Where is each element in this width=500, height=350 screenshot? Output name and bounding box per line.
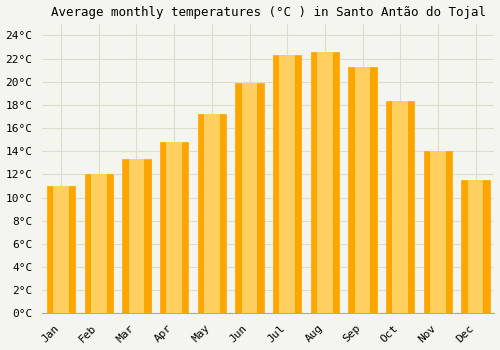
Bar (160, 142, 188, 313)
Bar (198, 114, 226, 313)
Bar (386, 102, 414, 313)
Bar (242, 83, 258, 313)
Bar (91, 174, 106, 313)
Title: Average monthly temperatures (°C ) in Santo Antão do Tojal: Average monthly temperatures (°C ) in Sa… (51, 6, 486, 19)
Bar (54, 186, 69, 313)
Bar (430, 151, 446, 313)
Bar (204, 114, 220, 313)
Bar (424, 151, 452, 313)
Bar (128, 159, 144, 313)
Bar (462, 180, 489, 313)
Bar (468, 180, 483, 313)
Bar (355, 67, 370, 313)
Bar (84, 174, 113, 313)
Bar (47, 186, 75, 313)
Bar (166, 142, 182, 313)
Bar (348, 67, 376, 313)
Bar (273, 55, 302, 313)
Bar (236, 83, 264, 313)
Bar (392, 102, 408, 313)
Bar (122, 159, 150, 313)
Bar (311, 52, 339, 313)
Bar (317, 52, 332, 313)
Bar (280, 55, 295, 313)
